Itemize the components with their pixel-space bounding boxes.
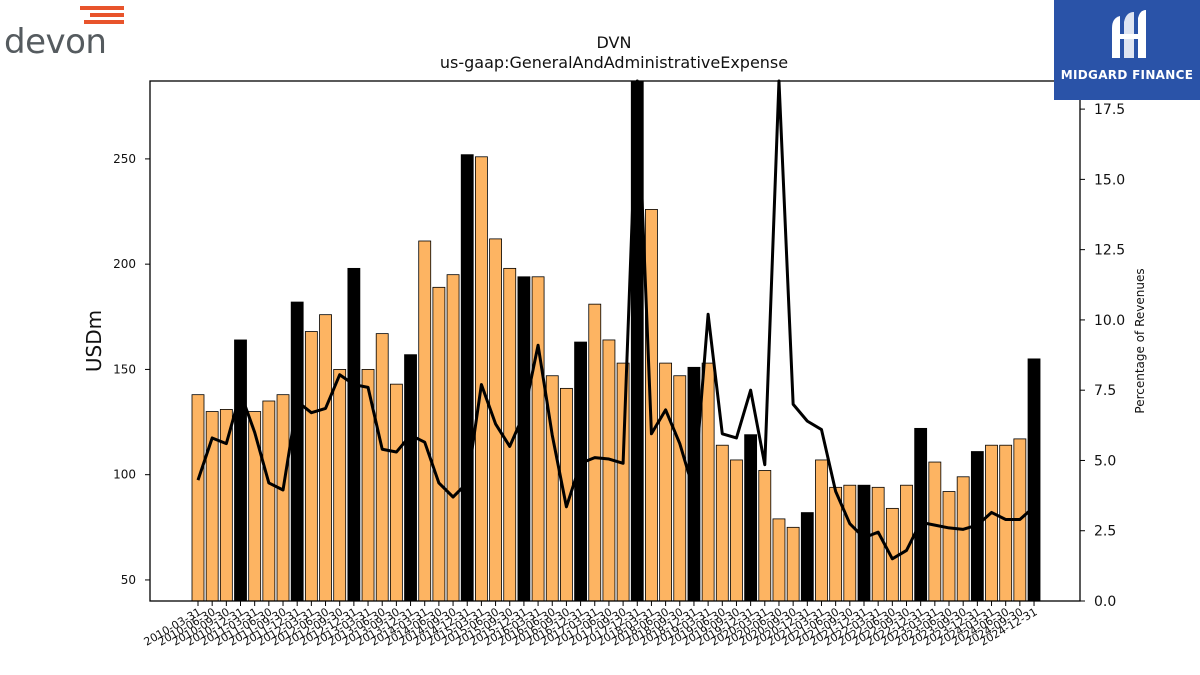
bar-2010-03-31 [191, 394, 205, 602]
y-tick-label: 100 [113, 468, 136, 482]
bar-2014-12-31 [460, 154, 474, 602]
y-tick-label: 150 [113, 362, 136, 376]
bar-2012-09-30 [333, 369, 347, 602]
y2-tick-label: 5.0 [1094, 453, 1116, 469]
midgard-emblem-icon [1112, 10, 1146, 58]
devon-wordmark: devon [4, 22, 107, 62]
bar-2014-06-30 [432, 286, 446, 602]
bar-2015-03-31 [474, 156, 488, 602]
bar-2017-06-30 [602, 339, 616, 602]
bar-2015-12-31 [517, 276, 531, 602]
bar-2012-03-31 [304, 331, 318, 602]
bar-2018-06-30 [659, 362, 673, 602]
bar-2019-09-30 [730, 459, 743, 602]
y2-tick-label: 17.5 [1094, 102, 1125, 118]
bar-2020-09-30 [786, 526, 800, 602]
plot-frame [149, 80, 1081, 602]
y2-tick-label: 12.5 [1094, 243, 1125, 259]
bar-2022-03-31 [871, 486, 885, 602]
bar-2013-12-31 [404, 354, 417, 602]
x-axis-ticks: 2010-03-312010-06-302010-09-302010-12-31… [142, 601, 1040, 649]
y-axis-label: USDm [82, 310, 106, 372]
bar-2020-12-31 [800, 512, 814, 602]
y-tick-label: 50 [121, 573, 136, 587]
bar-2020-03-31 [758, 470, 772, 602]
bar-2011-12-31 [290, 301, 304, 602]
bar-2011-06-30 [262, 400, 276, 602]
devon-logo: devon [4, 4, 128, 64]
bar-2021-03-31 [815, 459, 828, 602]
devon-stripes-icon [80, 6, 124, 24]
y2-tick-label: 10.0 [1094, 313, 1125, 329]
y2-tick-label: 7.5 [1094, 383, 1116, 399]
percentage-line [196, 79, 1036, 561]
y2-tick-label: 0.0 [1094, 594, 1116, 610]
bar-2014-09-30 [446, 274, 460, 602]
bar-2024-03-31 [985, 444, 998, 602]
bar-2021-09-30 [843, 484, 857, 602]
chart-title: DVN [596, 33, 632, 52]
bar-2024-12-31 [1027, 358, 1041, 602]
y2-tick-label: 15.0 [1094, 172, 1125, 188]
y-tick-label: 200 [113, 257, 136, 271]
bar-2013-06-30 [375, 333, 389, 602]
bar-2024-06-30 [999, 444, 1013, 602]
bar-2016-03-31 [531, 276, 545, 602]
bar-2023-09-30 [956, 476, 970, 602]
y-tick-label: 250 [113, 152, 136, 166]
bar-2012-12-31 [347, 267, 361, 602]
bars-layer [191, 80, 1041, 602]
bar-2013-09-30 [389, 383, 403, 602]
bar-2019-06-30 [715, 444, 729, 602]
bar-2014-03-31 [418, 240, 432, 602]
bar-2019-12-31 [744, 434, 758, 602]
bar-2010-12-31 [234, 339, 247, 602]
bar-2012-06-30 [319, 314, 332, 602]
right-axis-ticks: 0.0 2.5 5.0 7.5 10.0 12.5 15.0 17.5 [1080, 102, 1125, 610]
bar-2011-09-30 [276, 394, 290, 602]
chart-subtitle: us-gaap:GeneralAndAdministrativeExpense [439, 53, 789, 72]
y2-tick-label: 2.5 [1094, 524, 1116, 540]
bar-2018-09-30 [673, 375, 687, 602]
midgard-finance-name: MIDGARD FINANCE [1060, 68, 1194, 82]
bar-2022-12-31 [914, 427, 928, 602]
midgard-finance-logo: MIDGARD FINANCE [1054, 0, 1200, 100]
bar-2023-03-31 [928, 461, 942, 602]
bar-2023-06-30 [942, 491, 956, 602]
bar-2017-09-30 [616, 362, 630, 602]
bar-2011-03-31 [248, 411, 262, 602]
y2-axis-label: Percentage of Revenues [1133, 268, 1147, 413]
bar-2020-06-30 [772, 518, 786, 602]
bar-2017-03-31 [588, 303, 602, 602]
bar-2019-03-31 [701, 362, 715, 602]
left-axis-ticks: 50 100 150 200 250 [113, 152, 150, 587]
bar-2021-12-31 [857, 484, 871, 602]
